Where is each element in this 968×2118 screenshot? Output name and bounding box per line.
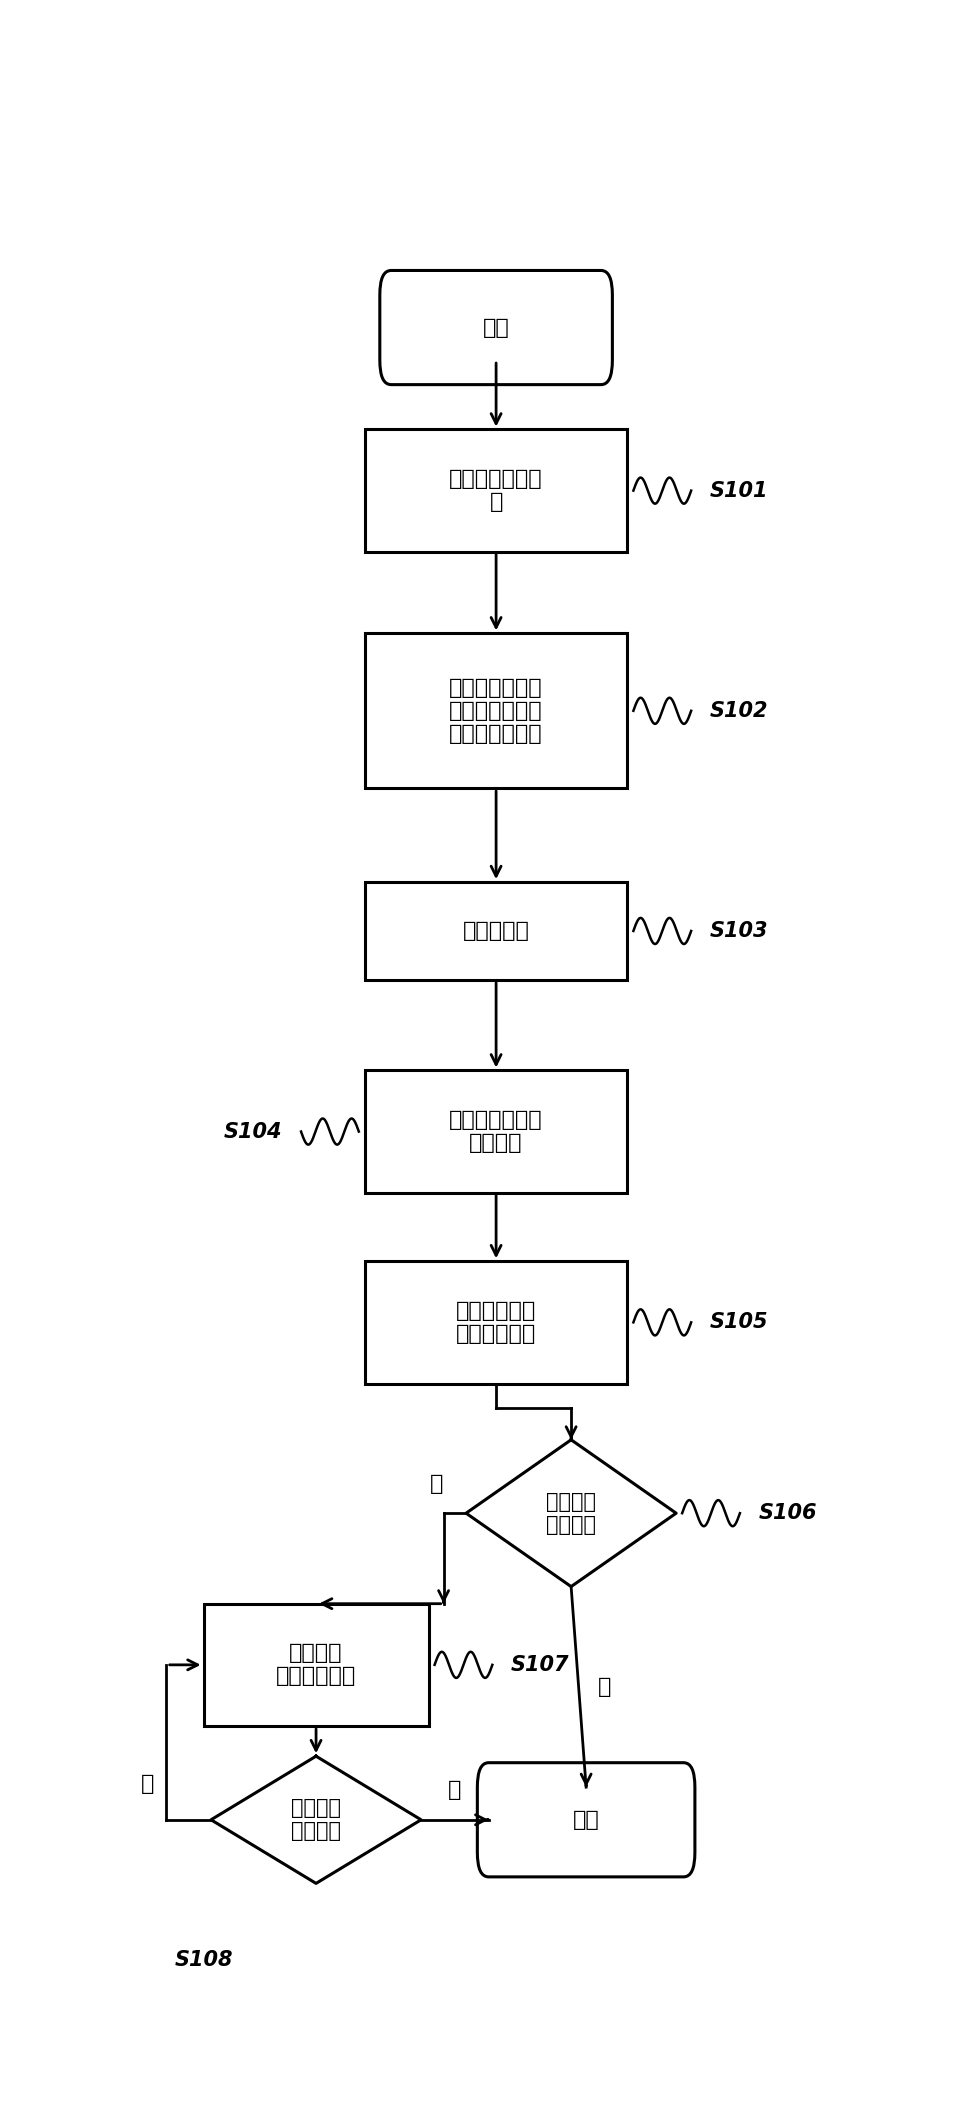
Text: 结束: 结束 [573,1809,599,1830]
Bar [365,881,627,981]
Text: 否: 否 [430,1474,442,1493]
Text: S101: S101 [710,481,769,500]
FancyBboxPatch shape [379,271,613,385]
Text: 信宿解密解码
得到真实数据: 信宿解密解码 得到真实数据 [456,1300,536,1345]
Text: 网络编码操作并
转发数据: 网络编码操作并 转发数据 [449,1110,543,1152]
Text: S108: S108 [174,1951,232,1970]
Text: S107: S107 [511,1654,569,1675]
FancyBboxPatch shape [477,1762,695,1877]
Text: 计算得到用于网
络中传输的信息
和完整性校验码: 计算得到用于网 络中传输的信息 和完整性校验码 [449,678,543,743]
Text: 是: 是 [598,1677,612,1697]
Bar [365,1070,627,1192]
Text: 开始: 开始 [483,318,509,337]
Text: S104: S104 [224,1123,283,1142]
Polygon shape [467,1440,676,1586]
Text: 检验数据
是否完整: 检验数据 是否完整 [291,1798,341,1841]
Text: S103: S103 [710,921,769,940]
Bar [203,1603,429,1726]
Text: S105: S105 [710,1313,769,1332]
Polygon shape [211,1756,421,1883]
Text: 构造数据包: 构造数据包 [463,921,529,940]
Bar [365,1260,627,1383]
Text: S102: S102 [710,701,769,720]
Text: 检验数据
是否完整: 检验数据 是否完整 [546,1491,596,1536]
Text: 请求信源
重新发送数据: 请求信源 重新发送数据 [276,1644,356,1686]
Bar [365,633,627,788]
Text: 否: 否 [140,1775,154,1794]
Text: 加密部分信源信
息: 加密部分信源信 息 [449,468,543,513]
Text: 是: 是 [448,1781,462,1800]
Bar [365,430,627,553]
Text: S106: S106 [759,1504,817,1523]
